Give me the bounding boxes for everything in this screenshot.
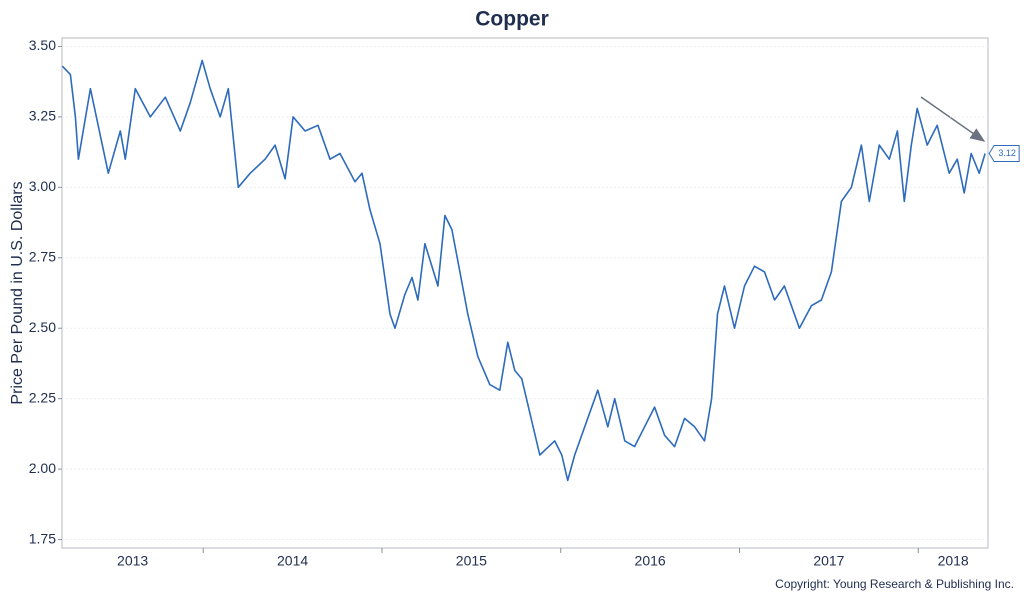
- x-tick-label: 2014: [277, 553, 308, 569]
- price-line: [61, 59, 986, 482]
- x-tick-label: 2013: [117, 553, 148, 569]
- x-tick-label: 2017: [813, 553, 844, 569]
- x-tick-label: 2018: [938, 553, 969, 569]
- x-tick-label: 2016: [635, 553, 666, 569]
- callout-box: [988, 145, 1020, 163]
- last-value-label: 3.12: [998, 148, 1016, 158]
- copyright: Copyright: Young Research & Publishing I…: [775, 577, 1014, 591]
- y-tick-label: 2.50: [29, 319, 56, 335]
- plot-area: [61, 37, 989, 549]
- y-tick-label: 2.25: [29, 389, 56, 405]
- trend-arrow: [920, 96, 986, 142]
- y-tick-label: 3.50: [29, 37, 56, 53]
- y-tick-label: 2.75: [29, 248, 56, 264]
- y-tick-label: 3.00: [29, 178, 56, 194]
- y-axis-label: Price Per Pound in U.S. Dollars: [9, 181, 26, 404]
- y-tick-label: 2.00: [29, 460, 56, 476]
- chart-title: Copper: [475, 8, 549, 31]
- x-tick-label: 2015: [456, 553, 487, 569]
- y-tick-label: 3.25: [29, 108, 56, 124]
- y-tick-label: 1.75: [29, 530, 56, 546]
